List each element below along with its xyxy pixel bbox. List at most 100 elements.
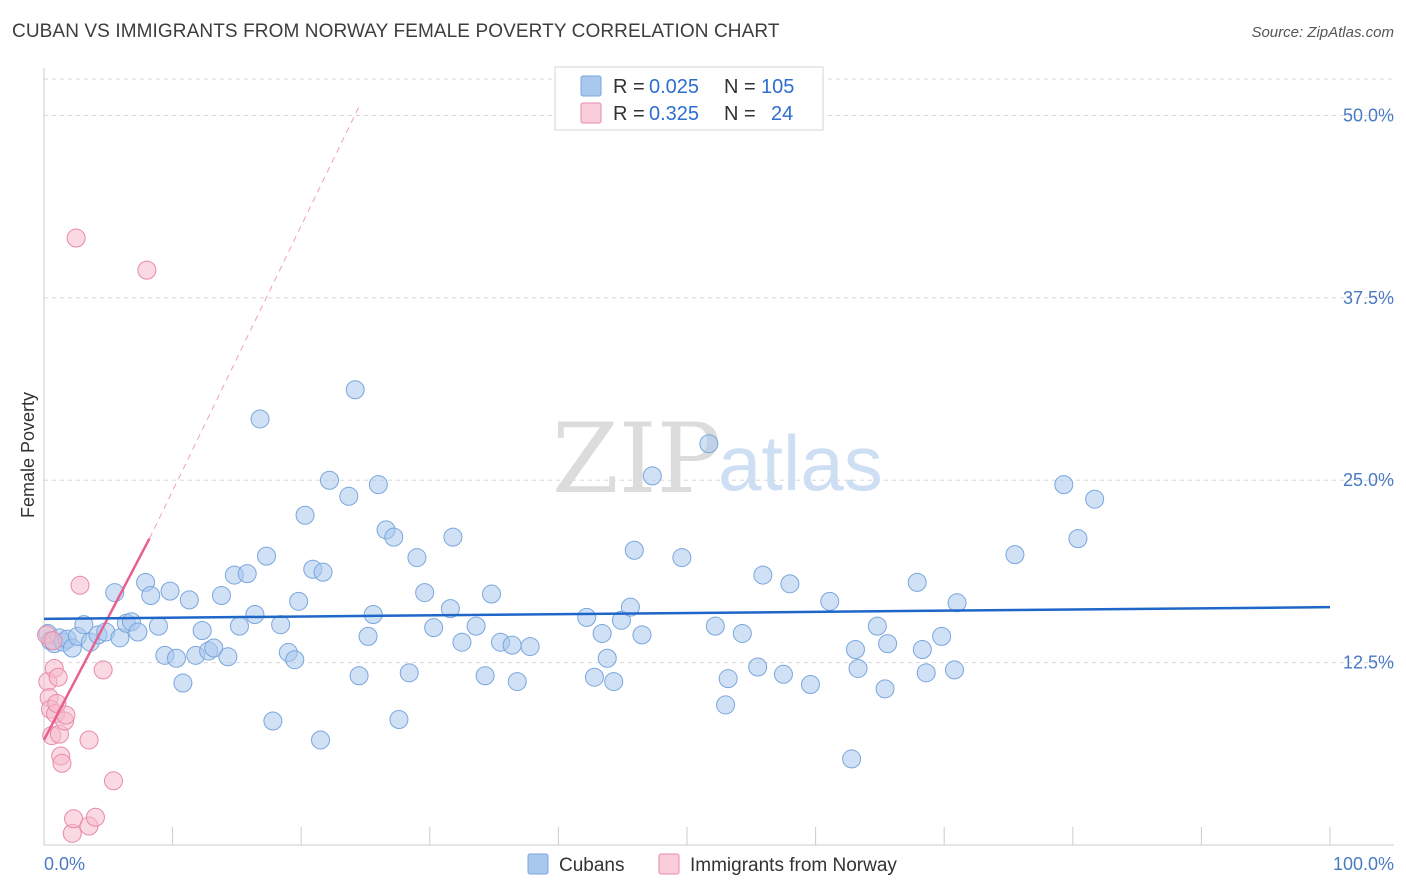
cubans-point bbox=[285, 650, 305, 670]
cubans-point bbox=[363, 604, 383, 624]
cubans-point bbox=[1068, 529, 1088, 549]
cubans-point bbox=[842, 749, 862, 769]
norway-point bbox=[48, 667, 68, 687]
stats-legend: R = 0.025 N = 105 R = 0.325 N = 24 bbox=[554, 66, 824, 131]
chart-title: CUBAN VS IMMIGRANTS FROM NORWAY FEMALE P… bbox=[12, 21, 780, 42]
legend-r-label-cubans: R = bbox=[613, 76, 645, 98]
cubans-point bbox=[319, 470, 339, 490]
cubans-point bbox=[358, 626, 378, 646]
cubans-point bbox=[482, 584, 502, 604]
cubans-point bbox=[716, 695, 736, 715]
bottom-legend-label-norway: Immigrants from Norway bbox=[690, 855, 897, 876]
norway-point bbox=[103, 771, 123, 791]
cubans-point bbox=[773, 664, 793, 684]
bottom-legend-swatch-cubans bbox=[527, 853, 549, 875]
cubans-point bbox=[916, 663, 936, 683]
cubans-point bbox=[211, 586, 231, 606]
cubans-point bbox=[800, 675, 820, 695]
axes bbox=[43, 68, 1394, 846]
cubans-point bbox=[452, 632, 472, 652]
cubans-point bbox=[642, 466, 662, 486]
cubans-point bbox=[584, 667, 604, 687]
cubans-point bbox=[718, 669, 738, 689]
cubans-trend bbox=[43, 605, 1331, 621]
cubans-point bbox=[732, 623, 752, 643]
bottom-legend-label-cubans: Cubans bbox=[559, 855, 625, 876]
cubans-point bbox=[229, 616, 249, 636]
y-tick-labels: 12.5% 25.0% 37.5% 50.0% bbox=[1343, 105, 1394, 672]
cubans-point bbox=[424, 618, 444, 638]
cubans-point bbox=[1005, 545, 1025, 565]
cubans-point bbox=[443, 527, 463, 547]
series-legend: Cubans Immigrants from Norway bbox=[527, 853, 897, 876]
cubans-point bbox=[507, 672, 527, 692]
legend-n-label-norway: N = bbox=[724, 103, 756, 125]
cubans-point bbox=[947, 593, 967, 613]
cubans-point bbox=[192, 621, 212, 641]
legend-n-value-norway: 24 bbox=[771, 103, 793, 125]
x-tick-label-min: 0.0% bbox=[44, 854, 85, 874]
legend-n-value-cubans: 105 bbox=[761, 76, 794, 98]
cubans-point bbox=[160, 581, 180, 601]
cubans-point bbox=[141, 586, 161, 606]
cubans-point bbox=[128, 622, 148, 642]
cubans-point bbox=[389, 710, 409, 730]
cubans-point bbox=[166, 648, 186, 668]
cubans-point bbox=[349, 666, 369, 686]
cubans-point bbox=[466, 616, 486, 636]
norway-point bbox=[85, 807, 105, 827]
cubans-point bbox=[520, 637, 540, 657]
bottom-legend-swatch-norway bbox=[658, 853, 680, 875]
cubans-point bbox=[875, 679, 895, 699]
legend-n-label-cubans: N = bbox=[724, 76, 756, 98]
legend-r-value-norway: 0.325 bbox=[649, 103, 699, 125]
norway-point bbox=[66, 228, 86, 248]
cubans-point bbox=[672, 548, 692, 568]
cubans-point bbox=[263, 711, 283, 731]
cubans-point bbox=[780, 574, 800, 594]
cubans-point bbox=[604, 672, 624, 692]
watermark: ZIP atlas bbox=[552, 403, 883, 515]
cubans-point bbox=[820, 591, 840, 611]
legend-r-label-norway: R = bbox=[613, 103, 645, 125]
cubans-point bbox=[271, 615, 291, 635]
cubans-point bbox=[620, 597, 640, 617]
norway-point bbox=[43, 631, 63, 651]
cubans-point bbox=[592, 623, 612, 643]
norway-trend-extension bbox=[149, 103, 361, 539]
cubans-point bbox=[204, 638, 224, 658]
cubans-point bbox=[699, 434, 719, 454]
watermark-atlas: atlas bbox=[718, 419, 883, 507]
cubans-point bbox=[173, 673, 193, 693]
cubans-point bbox=[867, 616, 887, 636]
cubans-point bbox=[440, 599, 460, 619]
cubans-point bbox=[218, 647, 238, 667]
norway-point bbox=[137, 260, 157, 280]
watermark-zip: ZIP bbox=[552, 403, 721, 515]
cubans-point bbox=[845, 639, 865, 659]
cubans-point bbox=[289, 591, 309, 611]
norway-point bbox=[52, 753, 72, 773]
norway-point bbox=[79, 730, 99, 750]
cubans-trend-line bbox=[43, 605, 1331, 621]
norway-points bbox=[37, 228, 157, 843]
cubans-point bbox=[295, 505, 315, 525]
cubans-point bbox=[502, 635, 522, 655]
y-tick-label: 50.0% bbox=[1343, 105, 1394, 125]
cubans-point bbox=[577, 607, 597, 627]
cubans-point bbox=[848, 658, 868, 678]
legend-swatch-cubans bbox=[580, 75, 602, 97]
cubans-point bbox=[944, 660, 964, 680]
cubans-point bbox=[932, 626, 952, 646]
cubans-point bbox=[1085, 489, 1105, 509]
cubans-point bbox=[368, 475, 388, 495]
norway-point bbox=[93, 660, 113, 680]
y-tick-label: 37.5% bbox=[1343, 288, 1394, 308]
chart-source: Source: ZipAtlas.com bbox=[1251, 24, 1394, 41]
cubans-point bbox=[705, 616, 725, 636]
cubans-point bbox=[407, 548, 427, 568]
y-tick-label: 12.5% bbox=[1343, 653, 1394, 673]
cubans-point bbox=[250, 409, 270, 429]
legend-swatch-norway bbox=[580, 102, 602, 124]
